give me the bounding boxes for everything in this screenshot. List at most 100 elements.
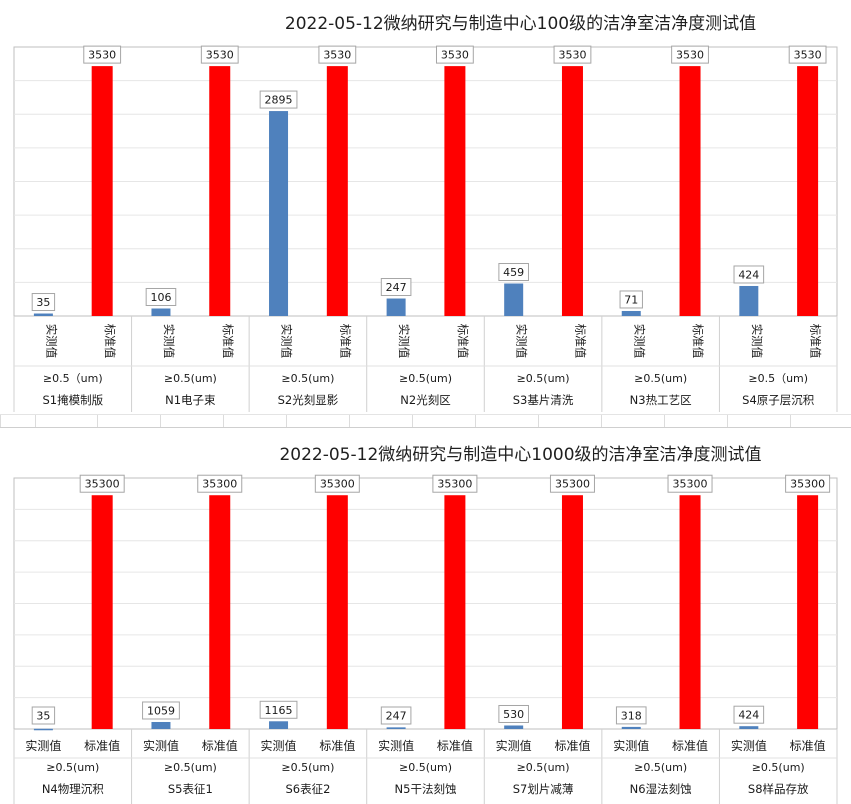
bar xyxy=(679,66,701,316)
chart-100-class: 2022-05-12微纳研究与制造中心100级的洁净室洁净度测试值 35 3530… xyxy=(13,14,838,412)
area-tick-label: S2光刻显影 xyxy=(278,393,339,407)
data-label-box xyxy=(380,706,412,725)
data-label: 530 xyxy=(503,708,524,721)
gap-cell-border xyxy=(601,415,602,427)
data-label-box xyxy=(733,705,765,724)
gap-cell-border xyxy=(0,415,1,427)
bar xyxy=(91,66,113,316)
bar xyxy=(561,495,583,729)
series-tick-label: 标准值 xyxy=(437,738,473,753)
size-tick-label: ≥0.5（um) xyxy=(43,372,103,385)
size-tick-label: ≥0.5(um) xyxy=(164,372,217,385)
data-label-box xyxy=(553,45,592,64)
size-tick-label: ≥0.5（um) xyxy=(748,372,808,385)
data-label-box xyxy=(498,704,529,723)
size-tick-label: ≥0.5(um) xyxy=(46,761,99,774)
gap-cell-border xyxy=(160,415,161,427)
gap-cell-border xyxy=(538,415,539,427)
data-label-box xyxy=(314,474,360,493)
series-tick-label: 标准值 xyxy=(809,324,823,359)
chart-svg: 35 35300 实测值 标准值 ≥0.5(um) N4物理沉积 1059 35300 实测值 标… xyxy=(13,474,838,804)
data-label-box xyxy=(318,45,357,64)
bar xyxy=(739,285,759,316)
data-label: 35300 xyxy=(555,478,590,491)
size-tick-label: ≥0.5(um) xyxy=(517,761,570,774)
bar xyxy=(269,111,289,316)
data-label: 35300 xyxy=(437,478,472,491)
bar xyxy=(739,726,759,729)
gap-cell-border xyxy=(412,415,413,427)
data-label-box xyxy=(788,45,827,64)
data-label: 35 xyxy=(36,710,50,723)
series-tick-label: 标准值 xyxy=(338,324,352,359)
size-tick-label: ≥0.5(um) xyxy=(164,761,217,774)
data-label: 1059 xyxy=(147,704,175,717)
bar xyxy=(797,66,819,316)
gap-cell-border xyxy=(35,415,36,427)
bar xyxy=(326,495,348,729)
series-tick-label: 实测值 xyxy=(280,324,294,359)
bar xyxy=(33,728,53,731)
bar xyxy=(151,721,171,729)
series-tick-label: 实测值 xyxy=(25,738,61,753)
data-label: 1165 xyxy=(265,704,293,717)
data-label: 35300 xyxy=(320,478,355,491)
data-label: 71 xyxy=(624,293,638,306)
area-tick-label: S4原子层沉积 xyxy=(742,393,815,407)
data-label-box xyxy=(667,474,713,493)
series-tick-label: 实测值 xyxy=(261,738,297,753)
bar xyxy=(561,66,583,316)
data-label-box xyxy=(200,45,239,64)
data-label-box xyxy=(142,701,180,720)
series-tick-label: 实测值 xyxy=(162,324,176,359)
gap-cell-border xyxy=(286,415,287,427)
gap-cell-border xyxy=(97,415,98,427)
bar xyxy=(269,721,289,729)
data-label: 106 xyxy=(150,291,171,304)
series-tick-label: 标准值 xyxy=(790,738,826,753)
data-label-box xyxy=(259,90,298,109)
data-label-box xyxy=(432,474,478,493)
data-label: 2895 xyxy=(265,94,293,107)
series-tick-label: 标准值 xyxy=(319,738,355,753)
gap-cell-border xyxy=(664,415,665,427)
sheet-gap-row xyxy=(0,414,851,428)
area-tick-label: S1掩模制版 xyxy=(42,393,103,407)
data-label: 3530 xyxy=(558,49,586,62)
bar xyxy=(504,283,524,316)
area-tick-label: N1电子束 xyxy=(165,393,216,407)
bar xyxy=(151,308,171,316)
bar xyxy=(91,495,113,729)
data-label: 3530 xyxy=(676,49,704,62)
series-tick-label: 实测值 xyxy=(397,324,411,359)
chart-title: 2022-05-12微纳研究与制造中心100级的洁净室洁净度测试值 xyxy=(284,14,757,34)
bar xyxy=(326,66,348,316)
data-label: 424 xyxy=(738,268,759,281)
bar xyxy=(209,66,231,316)
size-tick-label: ≥0.5(um) xyxy=(517,372,570,385)
size-tick-label: ≥0.5(um) xyxy=(399,372,452,385)
data-label-box xyxy=(435,45,474,64)
data-label-box xyxy=(619,290,643,309)
data-label-box xyxy=(671,45,709,64)
series-tick-label: 实测值 xyxy=(496,738,532,753)
data-label: 35 xyxy=(36,296,50,309)
data-label: 3530 xyxy=(323,49,351,62)
data-label: 247 xyxy=(386,281,407,294)
data-label: 35300 xyxy=(85,478,120,491)
area-tick-label: S6表征2 xyxy=(285,782,330,796)
data-label-box xyxy=(733,265,765,284)
data-label-box xyxy=(259,700,298,719)
bar xyxy=(386,727,406,729)
series-tick-label: 实测值 xyxy=(750,324,764,359)
series-tick-label: 标准值 xyxy=(221,324,235,359)
series-tick-label: 标准值 xyxy=(103,324,117,359)
series-tick-label: 标准值 xyxy=(691,324,705,359)
chart-1000-class: 2022-05-12微纳研究与制造中心1000级的洁净室洁净度测试值 35 353… xyxy=(0,425,851,804)
data-label: 3530 xyxy=(441,49,469,62)
data-label-box xyxy=(549,474,595,493)
data-label: 318 xyxy=(621,709,642,722)
data-label: 459 xyxy=(503,266,524,279)
size-tick-label: ≥0.5(um) xyxy=(634,761,687,774)
